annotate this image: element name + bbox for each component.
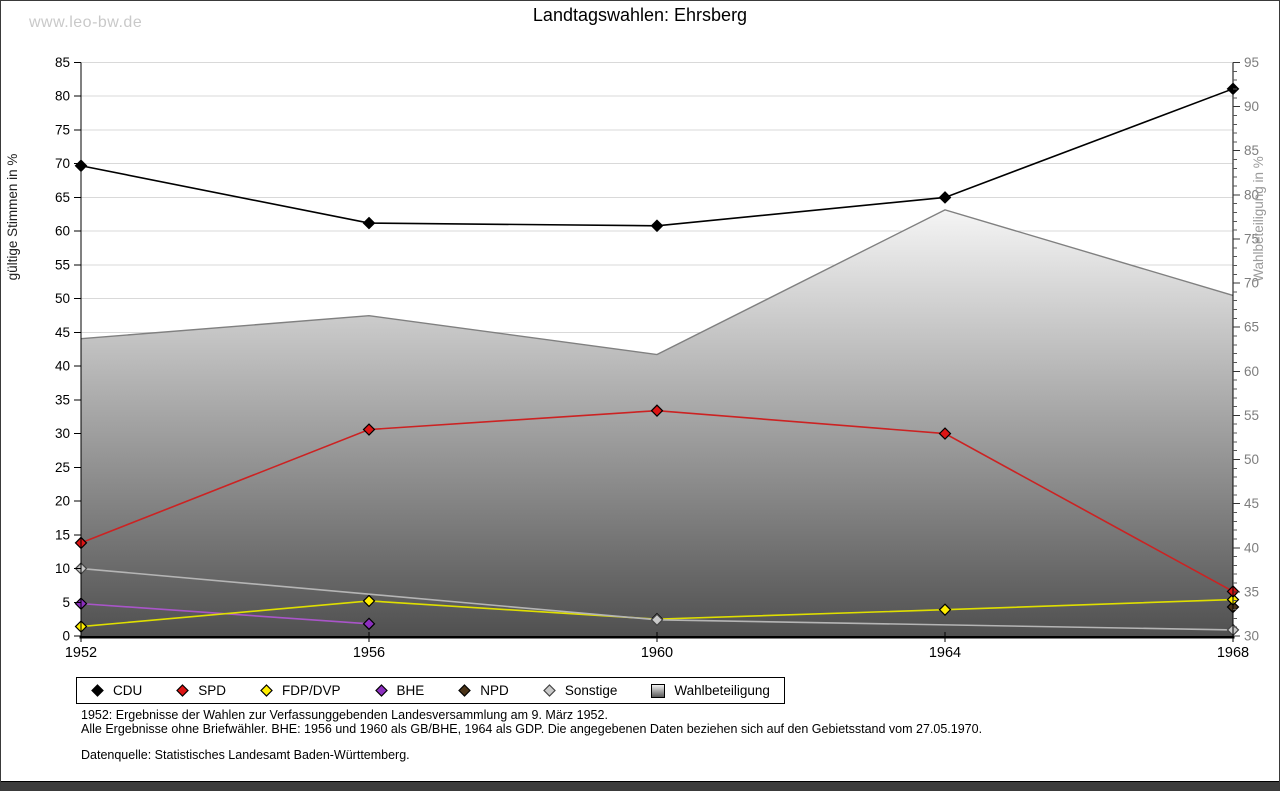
right-tick-label: 95 xyxy=(1244,55,1259,70)
left-tick-label: 15 xyxy=(55,527,70,542)
right-tick-label: 70 xyxy=(1244,276,1259,291)
left-tick-label: 75 xyxy=(55,122,70,137)
right-tick-label: 55 xyxy=(1244,408,1259,423)
footnote-general: Alle Ergebnisse ohne Briefwähler. BHE: 1… xyxy=(81,722,983,736)
data-point-marker xyxy=(938,427,952,440)
diamond-marker-icon xyxy=(374,684,388,697)
site-watermark: www.leo-bw.de xyxy=(29,14,143,31)
left-tick-label: 85 xyxy=(55,55,70,70)
x-tick-label: 1952 xyxy=(65,645,97,661)
right-tick-label: 45 xyxy=(1244,496,1259,511)
right-axis-title: Wahlbeteiligung in % xyxy=(1251,156,1266,282)
legend-item-cdu: CDU xyxy=(91,683,142,698)
left-tick-label: 50 xyxy=(55,291,70,306)
diamond-marker-icon xyxy=(260,684,273,697)
legend-item-wahlbeteiligung: Wahlbeteiligung xyxy=(651,683,770,698)
left-tick-label: 0 xyxy=(62,629,70,644)
left-tick-label: 70 xyxy=(55,156,70,171)
right-tick-label: 60 xyxy=(1244,364,1259,379)
diamond-marker-icon xyxy=(542,684,556,697)
legend-label: NPD xyxy=(480,683,509,698)
right-tick-label: 75 xyxy=(1244,231,1259,246)
bottom-bar xyxy=(1,781,1279,790)
left-tick-label: 30 xyxy=(55,426,70,441)
left-tick-label: 80 xyxy=(55,89,70,104)
left-tick-label: 35 xyxy=(55,392,70,407)
legend-label: CDU xyxy=(113,683,143,698)
x-tick-label: 1964 xyxy=(929,645,961,661)
left-tick-label: 45 xyxy=(55,325,70,340)
series-line-cdu xyxy=(80,88,1234,227)
left-axis-title: gültige Stimmen in % xyxy=(5,154,20,281)
right-tick-label: 50 xyxy=(1244,452,1259,467)
turnout-area-swatch-icon xyxy=(651,683,666,698)
diamond-marker-icon xyxy=(91,684,104,697)
right-tick-label: 65 xyxy=(1244,320,1259,335)
left-tick-label: 60 xyxy=(55,224,70,239)
left-tick-label: 25 xyxy=(55,460,70,475)
right-tick-label: 30 xyxy=(1244,629,1259,644)
turnout-area xyxy=(81,209,1233,636)
right-tick-label: 35 xyxy=(1244,584,1259,599)
x-tick-label: 1956 xyxy=(353,645,385,661)
right-tick-label: 90 xyxy=(1244,99,1259,114)
legend-label: FDP/DVP xyxy=(282,683,341,698)
legend-item-sonstige: Sonstige xyxy=(542,683,618,698)
chart-legend: CDU SPD FDP/DVP BHE NPD Sonstige Wahlbeteiligu… xyxy=(76,677,785,704)
right-tick-label: 85 xyxy=(1244,143,1259,158)
data-point-marker xyxy=(650,613,664,627)
left-tick-label: 40 xyxy=(55,359,70,374)
turnout-line xyxy=(80,209,1234,356)
data-point-marker xyxy=(362,216,376,230)
left-tick-label: 20 xyxy=(55,494,70,509)
legend-label: BHE xyxy=(396,683,425,698)
chart-title: Landtagswahlen: Ehrsberg xyxy=(532,5,748,25)
legend-label: Wahlbeteiligung xyxy=(674,683,770,698)
election-chart-svg: 0 5 10 15 20 25 30 35 40 45 50 55 60 65 70 75 80 85 30 35 40… xyxy=(5,55,1266,661)
right-tick-label: 80 xyxy=(1244,187,1259,202)
footnote-1952: 1952: Ergebnisse der Wahlen zur Verfassu… xyxy=(81,708,608,722)
legend-item-fdpdvp: FDP/DVP xyxy=(260,683,341,698)
data-point-marker xyxy=(938,603,952,617)
left-tick-label: 55 xyxy=(55,257,70,272)
legend-label: SPD xyxy=(198,683,227,698)
left-tick-label: 65 xyxy=(55,190,70,205)
data-point-marker xyxy=(362,594,376,608)
legend-item-npd: NPD xyxy=(458,683,509,698)
data-point-marker xyxy=(650,404,664,417)
footnotes: 1952: Ergebnisse der Wahlen zur Verfassu… xyxy=(81,708,982,762)
diamond-marker-icon xyxy=(458,684,472,697)
legend-label: Sonstige xyxy=(564,683,618,698)
left-tick-label: 5 xyxy=(62,595,70,610)
footnote-source: Datenquelle: Statistisches Landesamt Bad… xyxy=(81,748,410,762)
left-tick-label: 10 xyxy=(55,561,70,576)
data-point-marker xyxy=(938,191,952,204)
data-point-marker xyxy=(362,423,376,436)
x-tick-label: 1960 xyxy=(641,645,673,661)
legend-item-bhe: BHE xyxy=(374,683,425,698)
data-point-marker xyxy=(362,617,376,631)
legend-item-spd: SPD xyxy=(176,683,226,698)
chart-area: 0 5 10 15 20 25 30 35 40 45 50 55 60 65 70 75 80 85 30 35 40… xyxy=(1,1,1280,669)
right-tick-label: 40 xyxy=(1244,540,1259,555)
x-tick-label: 1968 xyxy=(1217,645,1249,661)
data-point-marker xyxy=(650,219,664,233)
diamond-marker-icon xyxy=(176,684,190,697)
